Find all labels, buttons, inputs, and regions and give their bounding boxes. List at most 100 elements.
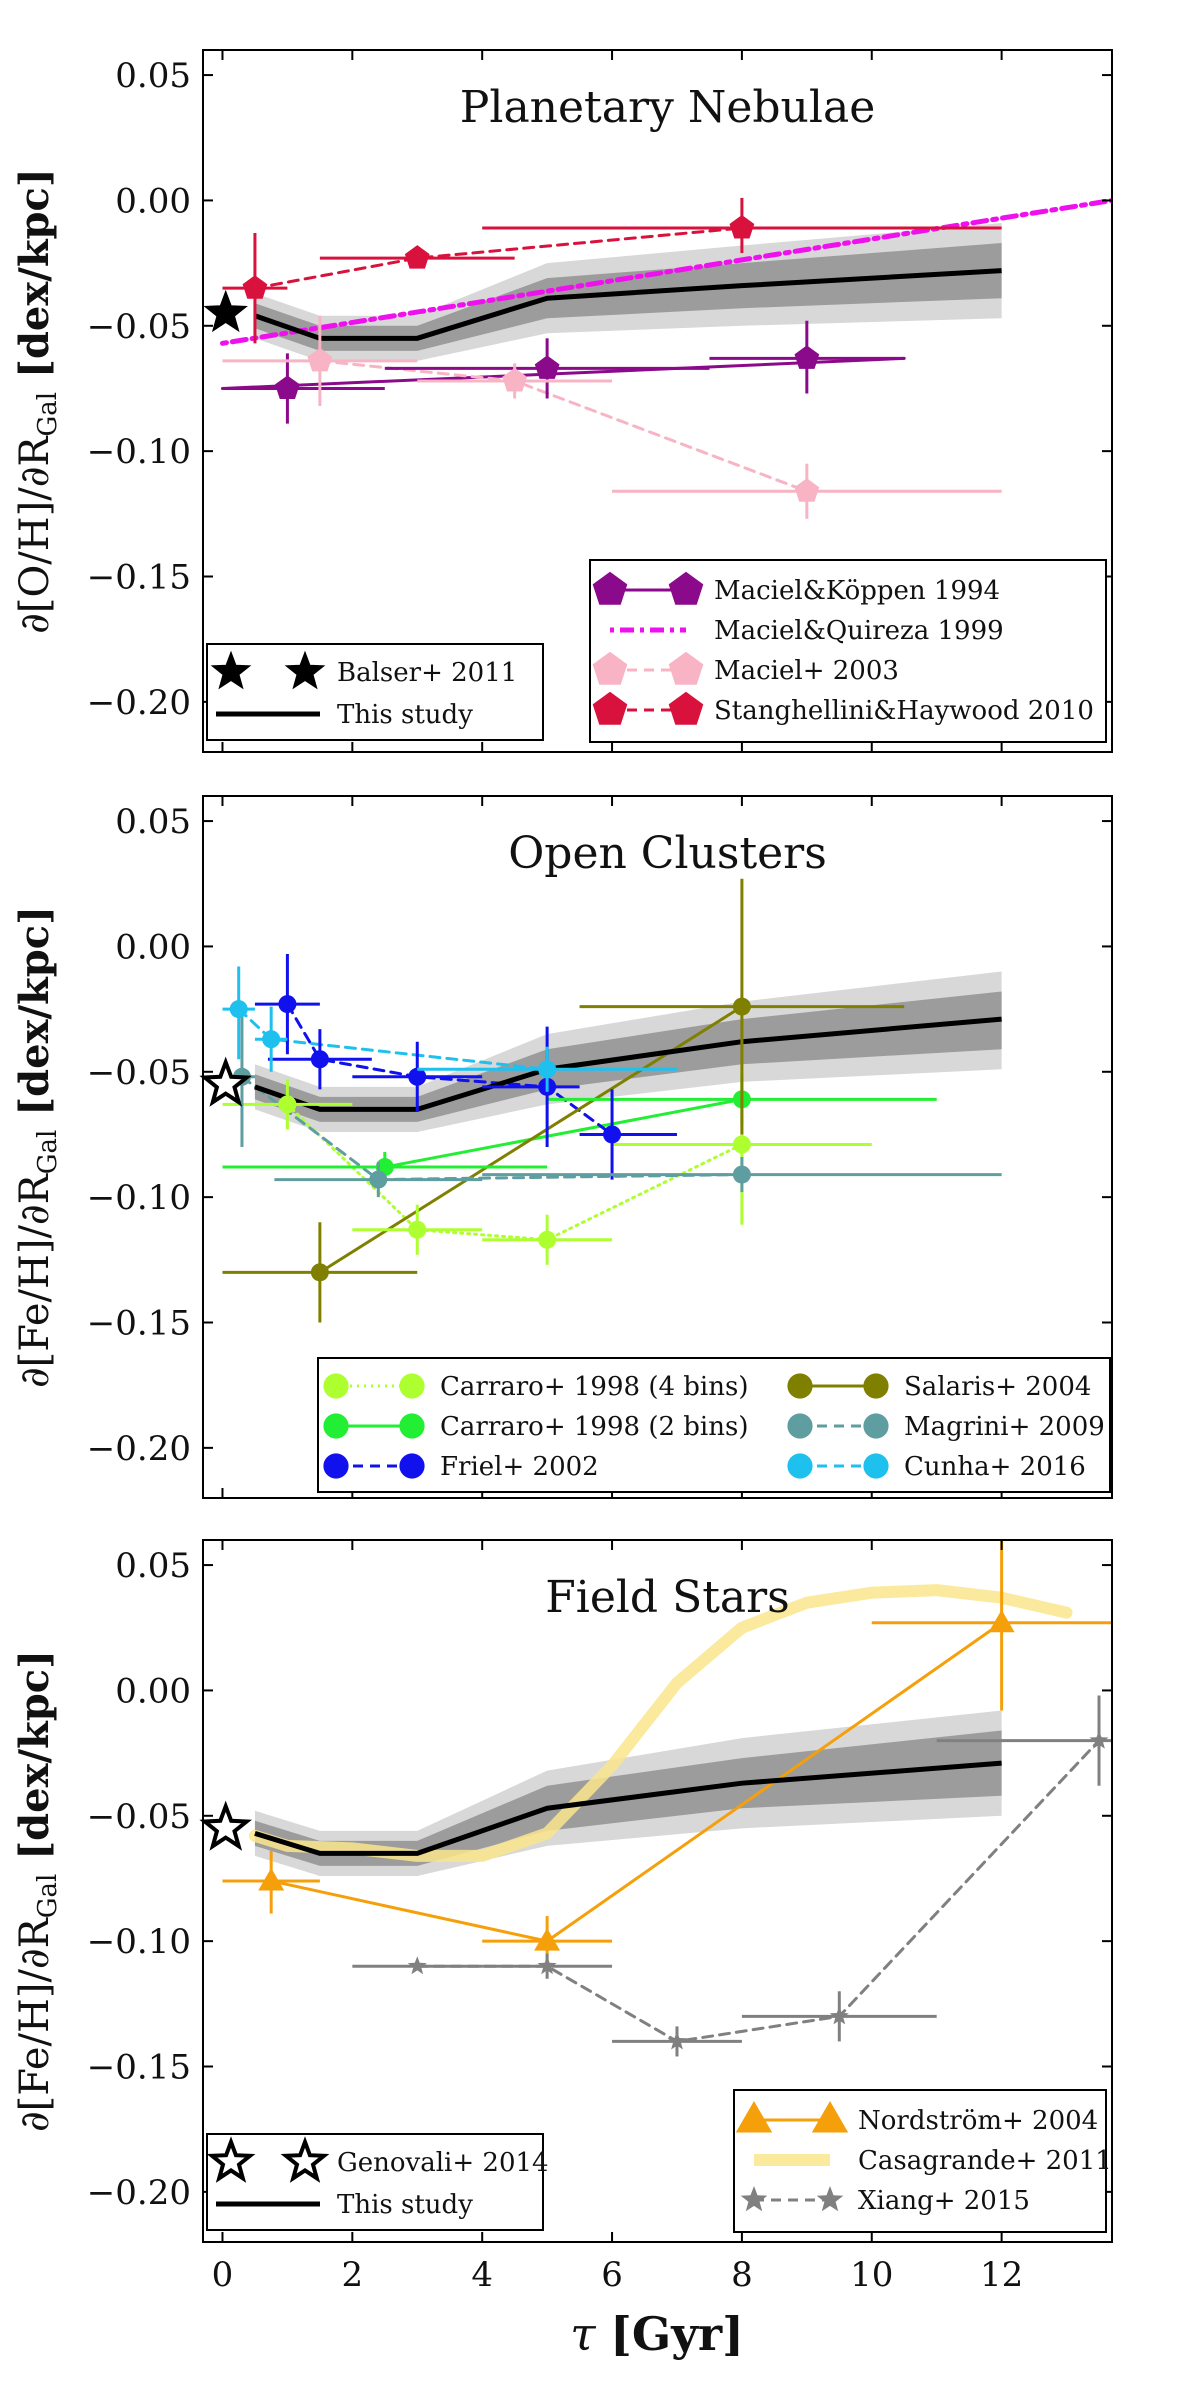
reference-star <box>199 1800 252 1851</box>
xtick-label: 4 <box>471 2255 493 2295</box>
legend-box <box>206 643 544 741</box>
axes-frame <box>202 795 1113 1499</box>
point-2-4 <box>603 1125 622 1144</box>
x-axis-label: τ [Gyr] <box>570 2307 744 2361</box>
legend-star-icon <box>210 650 252 690</box>
panel-title: Open Clusters <box>508 828 827 879</box>
ytick-label: 0.05 <box>115 56 191 96</box>
plot-area <box>222 878 1002 1323</box>
ytick-label: −0.10 <box>87 432 191 472</box>
ytick-label: −0.15 <box>87 1304 191 1344</box>
panel-open-clusters: 0.05 0.00 −0.05 −0.10 −0.15 −0.20 ∂[Fe/H]/∂RGa… <box>11 795 1113 1499</box>
reference-star <box>203 289 248 333</box>
point-0-0 <box>275 375 300 399</box>
ytick-label: −0.15 <box>87 558 191 598</box>
legend-label: Maciel&Quireza 1999 <box>714 616 1004 646</box>
point-5-1 <box>262 1030 281 1049</box>
legend-star-icon <box>284 650 326 690</box>
legend-label: Maciel&Köppen 1994 <box>714 576 1000 606</box>
panel-title: Field Stars <box>545 1572 790 1623</box>
legend-marker <box>399 1373 425 1399</box>
legend-marker <box>787 1413 813 1439</box>
legend-left: Genovali+ 2014 This study <box>206 2133 549 2231</box>
ytick-label: −0.20 <box>87 1429 191 1469</box>
legend-label: Xiang+ 2015 <box>858 2186 1030 2216</box>
point-0-2 <box>794 345 820 369</box>
y-axis-label: ∂[Fe/H]/∂RGal [dex/kpc] <box>11 906 63 1388</box>
point-0-2 <box>988 1609 1015 1633</box>
point-4-2 <box>732 1165 751 1184</box>
this-study-line <box>254 268 1002 341</box>
series-line-1 <box>219 197 1112 346</box>
legend-marker <box>323 1413 349 1439</box>
point-2-4 <box>1089 1730 1109 1749</box>
ylabel-unit: [dex/kpc] <box>11 906 58 1130</box>
axes-frame <box>202 1539 1113 2243</box>
ylabel-main: ∂[Fe/H]/∂R <box>12 1916 58 2132</box>
legend-label: Balser+ 2011 <box>337 658 517 688</box>
xlabel-symbol: τ <box>570 2307 610 2361</box>
point-0-0 <box>258 1868 285 1891</box>
legend-marker <box>811 2101 849 2133</box>
legend-label: Magrini+ 2009 <box>904 1412 1105 1442</box>
legend-marker <box>668 651 704 685</box>
plot-area <box>222 1540 1112 2057</box>
ytick-label: −0.05 <box>87 1053 191 1093</box>
point-2-0 <box>407 1956 427 1975</box>
point-3-2 <box>729 215 755 239</box>
ytick-label: 0.00 <box>115 181 191 221</box>
point-0-3 <box>732 1135 751 1154</box>
legend-marker <box>399 1453 425 1479</box>
ytick-label: 0.00 <box>115 1671 191 1711</box>
ytick-label: −0.05 <box>87 307 191 347</box>
legend-label: Carraro+ 1998 (2 bins) <box>440 1412 748 1442</box>
xlabel-unit: [Gyr] <box>610 2307 744 2361</box>
axes-frame <box>202 49 1113 753</box>
xtick-label: 6 <box>601 2255 623 2295</box>
point-2-3 <box>829 2006 849 2025</box>
xtick-label: 2 <box>342 2255 364 2295</box>
legend-label: This study <box>337 700 473 730</box>
legend-label: This study <box>337 2190 473 2220</box>
legend-star-icon <box>206 2136 256 2183</box>
legend-marker <box>399 1413 425 1439</box>
point-2-0 <box>307 347 333 372</box>
point-2-2 <box>794 478 820 502</box>
point-2-0 <box>278 995 297 1014</box>
legend-marker <box>863 1373 889 1399</box>
point-3-0 <box>310 1263 329 1282</box>
ylabel-sub: Gal <box>33 392 63 437</box>
ytick-label: −0.05 <box>87 1797 191 1837</box>
point-2-1 <box>310 1050 329 1069</box>
legend-marker <box>816 2186 844 2212</box>
legend-label: Carraro+ 1998 (4 bins) <box>440 1372 748 1402</box>
xtick-label: 10 <box>850 2255 893 2295</box>
point-5-2 <box>538 1060 557 1079</box>
panel-title: Planetary Nebulae <box>460 82 875 133</box>
point-2-1 <box>502 367 527 392</box>
legend-right: Maciel&Köppen 1994 Maciel&Quireza 1999 Mac… <box>589 559 1107 743</box>
legend-marker <box>323 1373 349 1399</box>
ytick-label: −0.15 <box>87 2048 191 2088</box>
legend-marker <box>863 1413 889 1439</box>
ylabel-unit: [dex/kpc] <box>11 168 58 392</box>
point-0-2 <box>538 1230 557 1249</box>
legend-grid: Carraro+ 1998 (4 bins) Salaris+ 2004 Carra… <box>317 1357 1111 1493</box>
series-line-3 <box>253 226 744 290</box>
ylabel-sub: Gal <box>33 1130 63 1175</box>
point-3-1 <box>732 997 751 1016</box>
legend-label: Cunha+ 2016 <box>904 1452 1086 1482</box>
panel-field-stars: 0.05 0.00 −0.05 −0.10 −0.15 −0.20 ∂[Fe/H]/∂RGa… <box>11 1539 1113 2243</box>
legend-star-icon <box>280 2136 330 2183</box>
legend-marker <box>592 571 628 605</box>
y-axis-label: ∂[Fe/H]/∂RGal [dex/kpc] <box>11 1650 63 2132</box>
ytick-label: −0.10 <box>87 1178 191 1218</box>
panel-planetary-nebulae: 0.05 0.00 −0.05 −0.10 −0.15 −0.20 ∂[O/H]/∂RGal… <box>11 49 1113 753</box>
xtick-label: 8 <box>731 2255 753 2295</box>
series-line-0 <box>220 356 906 390</box>
ytick-label: −0.10 <box>87 1922 191 1962</box>
legend-label: Stanghellini&Haywood 2010 <box>714 696 1094 726</box>
ylabel-main: ∂[Fe/H]/∂R <box>12 1172 58 1388</box>
xtick-label: 12 <box>980 2255 1023 2295</box>
